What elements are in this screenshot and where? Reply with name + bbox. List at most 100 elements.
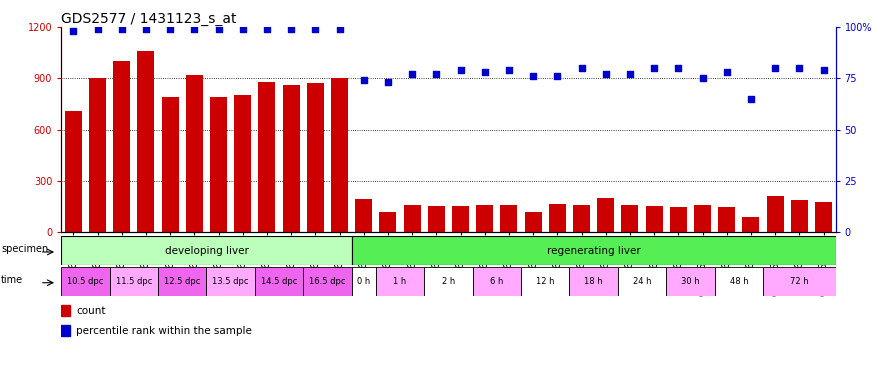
Bar [473,267,521,296]
Bar [158,267,206,296]
Bar [65,111,82,232]
Bar [186,75,203,232]
Bar [355,199,372,232]
Text: 13.5 dpc: 13.5 dpc [213,277,248,286]
Bar [380,212,396,232]
Point [308,26,322,32]
Point [502,67,516,73]
Bar [670,207,687,232]
Bar [521,267,570,296]
Bar [694,205,711,232]
Bar [715,267,763,296]
Bar [352,236,836,265]
Bar [598,198,614,232]
Point [66,28,80,34]
Bar [766,196,784,232]
Text: count: count [76,306,106,316]
Text: 72 h: 72 h [790,277,808,286]
Point [381,79,395,85]
Text: specimen: specimen [1,244,48,254]
Point [260,26,274,32]
Point [478,69,492,75]
Point [550,73,564,79]
Bar [376,267,424,296]
Point [453,67,467,73]
Text: 18 h: 18 h [584,277,603,286]
Text: 48 h: 48 h [730,277,748,286]
Bar [718,207,735,232]
Text: percentile rank within the sample: percentile rank within the sample [76,326,252,336]
Bar [403,205,421,232]
Point [90,26,104,32]
Bar [525,212,542,232]
Bar [137,51,154,232]
Bar [452,206,469,232]
Bar [162,97,178,232]
Bar [61,267,109,296]
Point [405,71,419,77]
Point [793,65,807,71]
Bar [646,206,662,232]
Bar [815,202,832,232]
Text: developing liver: developing liver [164,245,248,256]
Text: 12 h: 12 h [536,277,555,286]
Point [115,26,129,32]
Bar [255,267,304,296]
Bar [304,267,352,296]
Bar [283,85,299,232]
Bar [61,325,70,336]
Bar [570,267,618,296]
Bar [109,267,158,296]
Bar [424,267,473,296]
Point [187,26,201,32]
Point [139,26,153,32]
Text: 6 h: 6 h [490,277,503,286]
Point [357,77,371,83]
Point [212,26,226,32]
Bar [618,267,666,296]
Point [816,67,830,73]
Point [648,65,662,71]
Bar [476,205,494,232]
Point [598,71,612,77]
Bar [666,267,715,296]
Text: time: time [1,275,24,285]
Point [332,26,346,32]
Bar [621,205,639,232]
Bar [428,206,444,232]
Point [720,69,734,75]
Bar [113,61,130,232]
Text: 2 h: 2 h [442,277,455,286]
Point [671,65,685,71]
Bar [61,236,352,265]
Point [768,65,782,71]
Text: 24 h: 24 h [633,277,651,286]
Point [163,26,177,32]
Bar [352,267,376,296]
Text: 16.5 dpc: 16.5 dpc [309,277,346,286]
Point [696,75,710,81]
Bar [743,217,760,232]
Bar [234,95,251,232]
Bar [500,205,517,232]
Point [284,26,298,32]
Text: 30 h: 30 h [681,277,700,286]
Text: 0 h: 0 h [357,277,370,286]
Text: GDS2577 / 1431123_s_at: GDS2577 / 1431123_s_at [61,12,237,26]
Text: 10.5 dpc: 10.5 dpc [67,277,103,286]
Bar [549,204,566,232]
Point [575,65,589,71]
Bar [89,78,106,232]
Point [526,73,540,79]
Bar [307,83,324,232]
Point [235,26,249,32]
Point [623,71,637,77]
Bar [258,82,276,232]
Text: 1 h: 1 h [394,277,407,286]
Text: 14.5 dpc: 14.5 dpc [261,277,298,286]
Bar [331,78,348,232]
Bar [573,205,590,232]
Bar [206,267,255,296]
Bar [791,200,808,232]
Bar [763,267,836,296]
